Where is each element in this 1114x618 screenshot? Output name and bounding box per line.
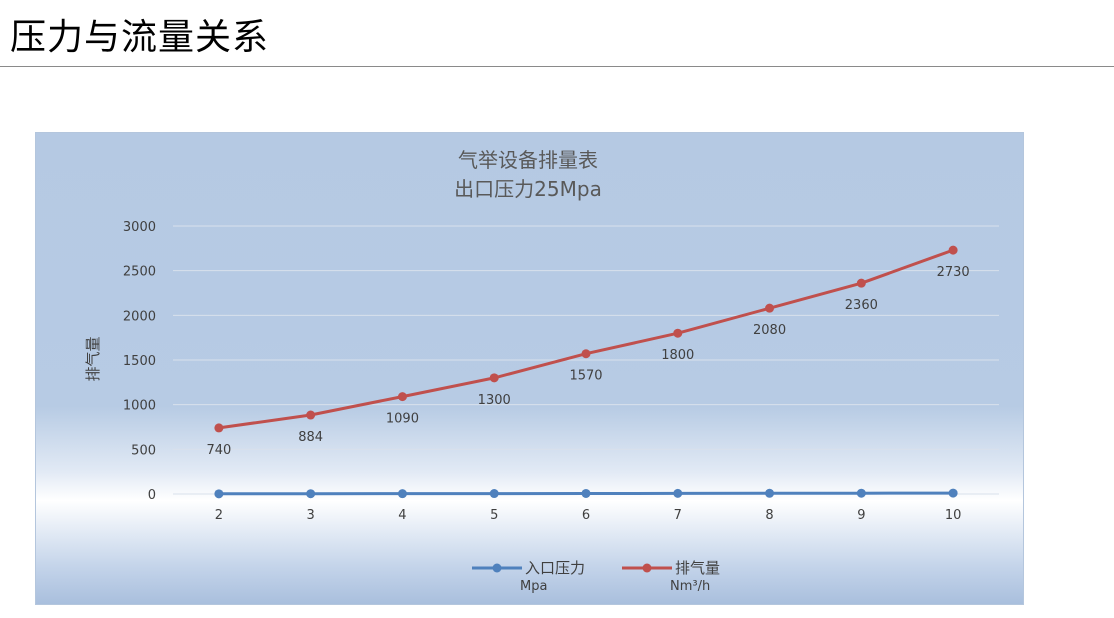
legend-unit: Nm³/h	[670, 579, 710, 594]
y-tick-label: 2000	[123, 309, 156, 324]
data-label: 740	[206, 443, 231, 458]
x-tick-label: 9	[857, 508, 865, 523]
legend-marker	[642, 563, 652, 573]
data-label: 884	[298, 430, 323, 445]
legend-unit: Mpa	[520, 579, 547, 594]
x-tick-label: 10	[945, 508, 962, 523]
data-label: 2360	[845, 298, 878, 313]
title-divider	[0, 66, 1114, 67]
x-tick-label: 3	[307, 508, 315, 523]
y-tick-label: 500	[131, 443, 156, 458]
data-point	[397, 392, 407, 402]
legend-label: 入口压力	[525, 559, 585, 577]
series-layer	[214, 245, 958, 499]
data-point	[489, 373, 499, 383]
line-chart: 气举设备排量表 出口压力25Mpa 排气量 050010001500200025…	[84, 148, 999, 594]
x-tick-label: 2	[215, 508, 223, 523]
data-point	[948, 488, 958, 498]
data-label: 1800	[661, 348, 694, 363]
data-point	[765, 303, 775, 313]
chart-title: 气举设备排量表	[458, 148, 598, 172]
data-point	[306, 410, 316, 420]
data-point	[214, 423, 224, 433]
data-point	[489, 489, 499, 499]
legend: 入口压力 Mpa 排气量 Nm³/h	[472, 559, 720, 594]
x-tick-label: 8	[765, 508, 773, 523]
data-label: 1090	[386, 412, 419, 427]
data-point	[306, 489, 316, 499]
data-point	[673, 328, 683, 338]
data-point	[948, 245, 958, 255]
data-point	[581, 349, 591, 359]
legend-marker	[492, 563, 502, 573]
data-point	[856, 278, 866, 288]
data-point	[673, 488, 683, 498]
data-point	[581, 488, 591, 498]
data-point	[765, 488, 775, 498]
x-tick-label: 6	[582, 508, 590, 523]
data-label: 1570	[569, 369, 602, 384]
y-tick-label: 3000	[123, 220, 156, 235]
chart-area: 气举设备排量表 出口压力25Mpa 排气量 0 500 1000 1500 2000 25…	[35, 132, 1024, 605]
data-label: 1300	[478, 393, 511, 408]
y-axis-label: 排气量	[84, 336, 102, 381]
legend-label: 排气量	[675, 559, 720, 577]
series-line-1	[218, 248, 954, 430]
data-point	[214, 489, 224, 499]
x-axis-ticks: 2 3 4 5 6 7 8 9 10	[215, 508, 962, 523]
chart-subtitle: 出口压力25Mpa	[454, 177, 602, 201]
y-tick-label: 2500	[123, 265, 156, 280]
data-point	[397, 489, 407, 499]
y-tick-label: 1000	[123, 399, 156, 414]
data-labels: 740 884 1090 1300 1570 1800 2080 2360 2730	[206, 265, 969, 458]
page-title: 压力与流量关系	[10, 17, 270, 58]
y-tick-label: 0	[148, 488, 156, 503]
y-axis-ticks: 0 500 1000 1500 2000 2500 3000	[123, 220, 156, 503]
data-point	[856, 488, 866, 498]
x-tick-label: 4	[398, 508, 406, 523]
data-label: 2730	[937, 265, 970, 280]
y-tick-label: 1500	[123, 354, 156, 369]
grid-lines	[173, 225, 999, 495]
x-tick-label: 7	[674, 508, 682, 523]
x-tick-label: 5	[490, 508, 498, 523]
data-label: 2080	[753, 323, 786, 338]
